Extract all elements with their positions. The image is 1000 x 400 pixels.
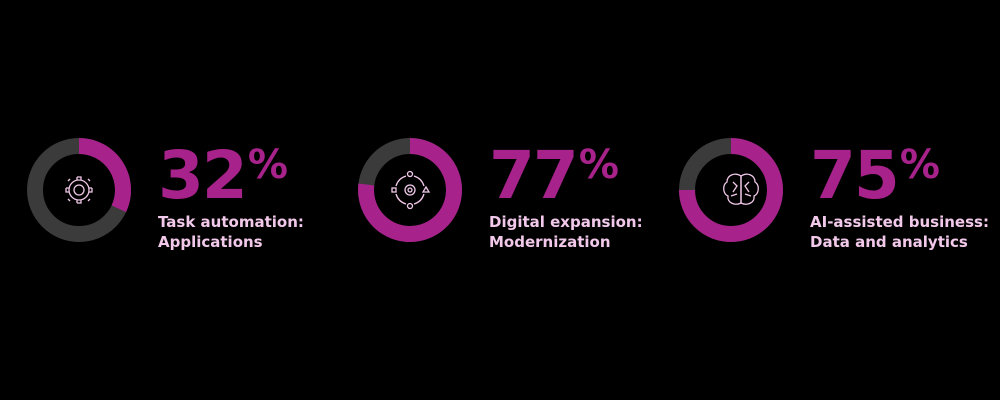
- category-label: Applications: [158, 233, 263, 251]
- value-label: 32%: [158, 137, 287, 214]
- donut-arc: [679, 138, 783, 242]
- donut-arc: [358, 138, 462, 242]
- category-label: Task automation:: [158, 213, 304, 231]
- cycle-icon: [391, 170, 431, 210]
- brain-icon: [723, 173, 759, 205]
- category-label: Modernization: [489, 233, 611, 251]
- donut-arc: [78, 138, 131, 213]
- gear-icon: [65, 176, 93, 204]
- category-label: AI-assisted business:: [810, 213, 989, 231]
- value-label: 77%: [489, 137, 618, 214]
- category-label: Digital expansion:: [489, 213, 643, 231]
- value-label: 75%: [810, 137, 939, 214]
- category-label: Data and analytics: [810, 233, 968, 251]
